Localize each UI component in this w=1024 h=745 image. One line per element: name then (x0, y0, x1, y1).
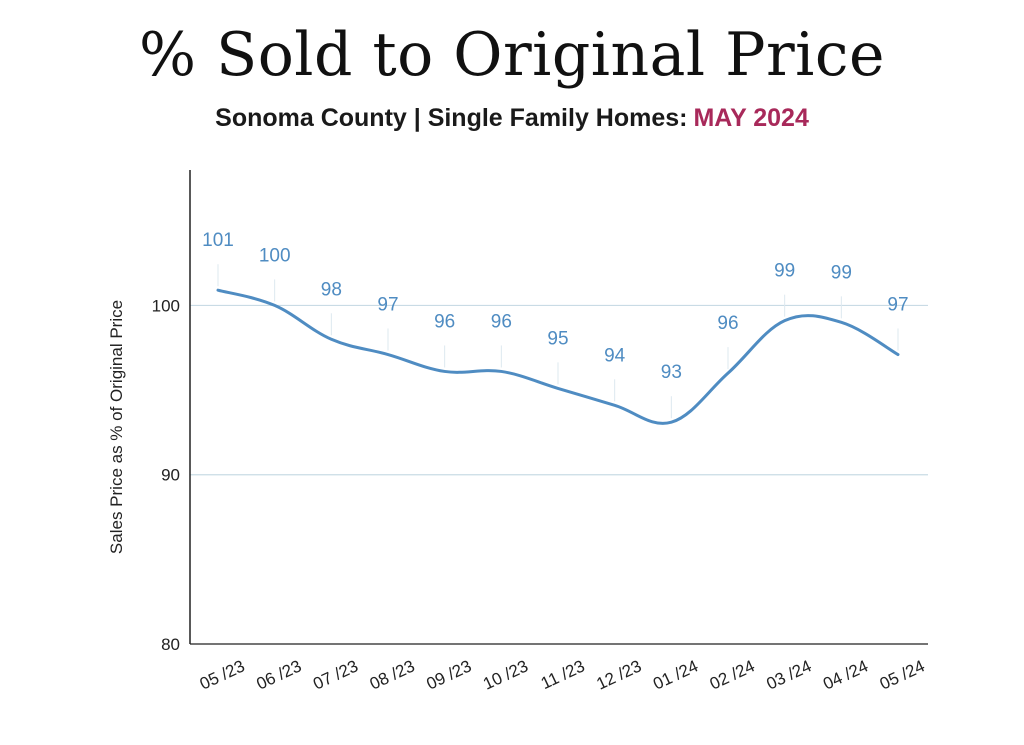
data-label: 100 (259, 245, 291, 266)
data-label: 97 (887, 295, 908, 316)
y-axis-title: Sales Price as % of Original Price (107, 300, 126, 554)
data-label: 99 (774, 261, 795, 282)
x-tick-label: 10 /23 (480, 656, 531, 693)
x-tick-label: 02 /24 (707, 656, 758, 693)
data-label: 94 (604, 345, 626, 366)
data-label: 93 (661, 362, 682, 383)
data-label: 98 (321, 279, 342, 300)
x-tick-label: 11 /23 (538, 656, 588, 693)
data-label: 95 (547, 328, 568, 349)
x-tick-label: 06 /23 (253, 656, 304, 693)
x-tick-label: 03 /24 (763, 656, 814, 693)
data-label: 96 (717, 313, 738, 334)
data-label: 99 (831, 262, 852, 283)
x-tick-label: 04 /24 (820, 656, 871, 693)
series-line (216, 288, 900, 425)
x-tick-label: 07 /23 (310, 656, 361, 693)
data-label: 97 (377, 295, 398, 316)
subtitle-date: MAY 2024 (693, 104, 809, 132)
x-tick-label: 12 /23 (593, 656, 644, 693)
x-tick-label: 05 /23 (197, 656, 248, 693)
x-tick-label: 08 /23 (367, 656, 418, 693)
data-label: 96 (491, 311, 512, 332)
x-tick-label: 01 /24 (650, 656, 701, 693)
chart-title: % Sold to Original Price (139, 20, 885, 90)
y-tick-label: 80 (161, 635, 180, 654)
x-tick-label: 05 /24 (877, 656, 928, 693)
data-label: 101 (202, 230, 234, 251)
subtitle-text: Sonoma County | Single Family Homes: (215, 104, 688, 132)
x-tick-label: 09 /23 (423, 656, 474, 693)
y-tick-label: 100 (152, 296, 180, 315)
line-chart: 80 90 100 Sales Price as % of Original Pric… (107, 170, 928, 694)
data-label: 96 (434, 311, 455, 332)
chart-subtitle: Sonoma County | Single Family Homes: MAY … (0, 104, 1024, 133)
y-tick-label: 90 (161, 466, 180, 485)
